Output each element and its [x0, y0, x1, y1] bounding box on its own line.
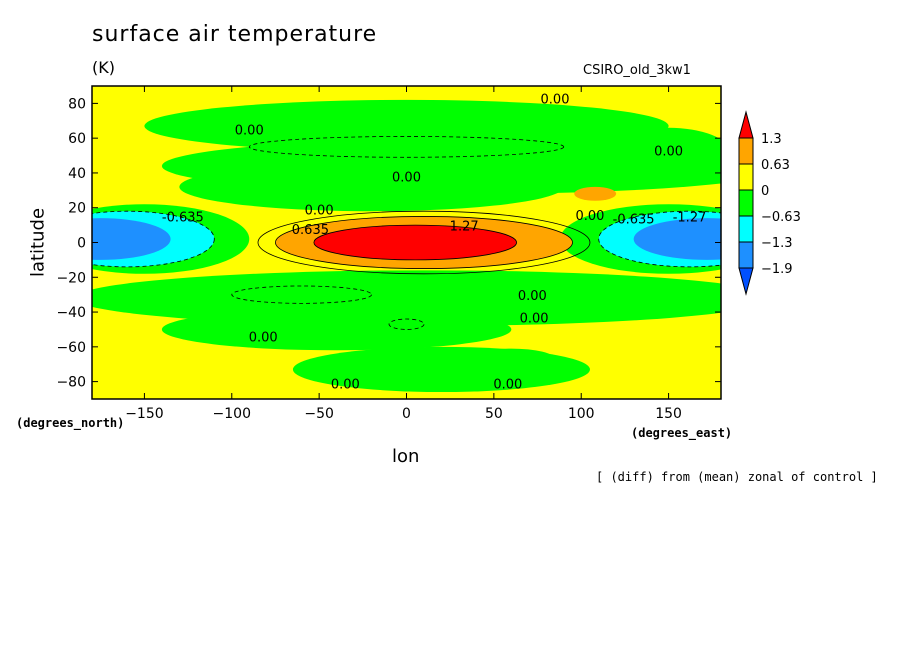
colorbar-label-5: −1.9	[761, 262, 793, 277]
field-region-3	[607, 127, 721, 177]
x-tick-label-5: 100	[568, 406, 595, 422]
contour-line-7	[388, 318, 425, 330]
field-region-5	[161, 308, 512, 351]
contour-line-4	[598, 210, 721, 268]
contour-label-13: 0.00	[249, 331, 278, 346]
colorbar-box-4	[738, 215, 754, 243]
contour-label-6: 0.635	[292, 223, 329, 238]
contour-label-15: 0.00	[493, 378, 522, 393]
colorbar-label-4: −1.3	[761, 236, 793, 251]
contour-line-5	[248, 136, 565, 158]
contour-label-10: -1.27	[673, 211, 707, 226]
contour-label-2: 0.00	[654, 145, 683, 160]
field-region-2	[179, 162, 564, 212]
contour-label-11: 0.00	[518, 289, 547, 304]
x-tick-label-2: −50	[304, 406, 334, 422]
y-tick-label-6: −40	[56, 305, 86, 321]
x-tick-label-0: −150	[125, 406, 163, 422]
y-tick-label-4: 0	[77, 236, 86, 252]
contour-line-3	[92, 210, 215, 268]
field-region-7	[467, 348, 556, 370]
footnote: [ (diff) from (mean) zonal of control ]	[596, 470, 878, 484]
colorbar-box-2	[738, 163, 754, 191]
colorbar-label-1: 0.63	[761, 158, 790, 173]
y-tick-label-8: −80	[56, 375, 86, 391]
contour-label-7: 1.27	[450, 219, 479, 234]
colorbar-box-1	[738, 137, 754, 165]
y-tick-label-3: 20	[68, 201, 86, 217]
y-tick-label-7: −60	[56, 340, 86, 356]
contour-label-4: 0.00	[305, 204, 334, 219]
contour-label-1: 0.00	[235, 124, 264, 139]
colorbar-label-0: 1.3	[761, 132, 782, 147]
colorbar-arrow-bottom	[738, 267, 754, 296]
colorbar-arrow-top	[738, 110, 754, 139]
x-unit-label: (degrees_north)	[16, 416, 125, 430]
model-label: CSIRO_old_3kw1	[583, 63, 691, 78]
contour-label-3: 0.00	[392, 171, 421, 186]
contour-label-0: 0.00	[541, 92, 570, 107]
chart-title: surface air temperature	[92, 22, 378, 47]
field-region-15	[574, 186, 617, 201]
colorbar-label-3: −0.63	[761, 210, 801, 225]
x-tick-label-1: −100	[213, 406, 251, 422]
contour-line-2	[313, 224, 517, 261]
field-region-12	[92, 218, 171, 260]
contour-line-0	[257, 210, 591, 275]
contour-line-1	[275, 216, 573, 269]
contour-label-8: 0.00	[575, 209, 604, 224]
field-region-16	[313, 225, 517, 260]
y-unit-label: (degrees_east)	[631, 426, 733, 440]
field-region-13	[633, 218, 721, 260]
x-tick-label-6: 150	[655, 406, 682, 422]
contour-line-6	[231, 285, 372, 304]
colorbar-box-3	[738, 189, 754, 217]
y-tick-label-5: −20	[56, 270, 86, 286]
y-tick-label-1: 60	[68, 131, 86, 147]
y-tick-label-0: 80	[68, 96, 86, 112]
contour-label-9: -0.635	[613, 212, 655, 227]
contour-label-14: 0.00	[331, 378, 360, 393]
x-tick-label-4: 50	[485, 406, 503, 422]
contour-label-5: -0.635	[162, 211, 204, 226]
y-axis-label: latitude	[27, 207, 49, 278]
colorbar-box-5	[738, 241, 754, 269]
chart-units: (K)	[92, 58, 115, 77]
contour-label-12: 0.00	[520, 311, 549, 326]
y-tick-label-2: 40	[68, 166, 86, 182]
x-tick-label-3: 0	[402, 406, 411, 422]
colorbar-label-2: 0	[761, 184, 769, 199]
x-axis-label: lon	[392, 446, 420, 467]
